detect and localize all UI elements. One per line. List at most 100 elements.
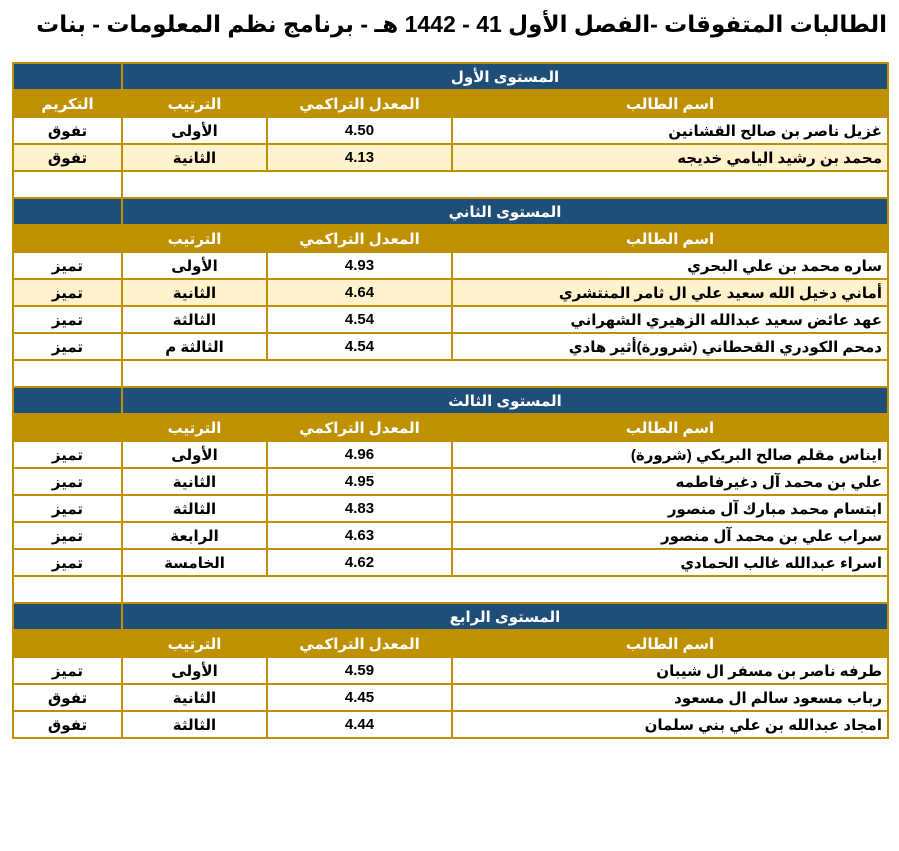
column-header-rank: الترتيب xyxy=(121,224,268,253)
student-gpa: 4.13 xyxy=(266,143,453,172)
column-header-name: اسم الطالب xyxy=(451,629,889,658)
student-name: طرفه ناصر بن مسفر ال شيبان xyxy=(451,656,889,685)
column-header-name: اسم الطالب xyxy=(451,89,889,118)
student-name: اسراء عبدالله غالب الحمادي xyxy=(451,548,889,577)
student-honor: تفوق xyxy=(12,710,123,739)
student-row: سراب علي بن محمد آل منصور 4.63 الرابعة تميز xyxy=(12,521,889,550)
student-rank: الأولى xyxy=(121,116,268,145)
page-content: الطالبات المتفوقات -الفصل الأول 41 - 144… xyxy=(12,0,889,739)
level-header-row: المستوى الثاني xyxy=(12,197,889,226)
student-row: علي بن محمد آل دغيرفاطمه 4.95 الثانية تميز xyxy=(12,467,889,496)
student-name: أماني دخيل الله سعيد علي ال ثامر المنتشر… xyxy=(451,278,889,307)
column-header-name: اسم الطالب xyxy=(451,413,889,442)
student-gpa: 4.45 xyxy=(266,683,453,712)
student-row: محمد بن رشيد اليامي خديجه 4.13 الثانية تفوق xyxy=(12,143,889,172)
student-honor: تميز xyxy=(12,332,123,361)
column-header-row: اسم الطالب المعدل التراكمي الترتيب xyxy=(12,629,889,658)
column-header-gpa: المعدل التراكمي xyxy=(266,413,453,442)
level-header-empty xyxy=(12,602,123,631)
column-header-honor xyxy=(12,629,123,658)
spacer-cell xyxy=(12,170,123,199)
student-rank: الأولى xyxy=(121,440,268,469)
spacer-cell xyxy=(121,170,889,199)
student-rank: الثانية xyxy=(121,683,268,712)
spacer-cell xyxy=(121,359,889,388)
student-name: دمحم الكودري القحطاني (شرورة)أثير هادي xyxy=(451,332,889,361)
student-honor: تميز xyxy=(12,305,123,334)
student-honor: تميز xyxy=(12,467,123,496)
spacer-cell xyxy=(12,575,123,604)
level-header-empty xyxy=(12,197,123,226)
column-header-name: اسم الطالب xyxy=(451,224,889,253)
student-gpa: 4.93 xyxy=(266,251,453,280)
student-name: غزيل ناصر بن صالح القشانين xyxy=(451,116,889,145)
student-gpa: 4.63 xyxy=(266,521,453,550)
student-honor: تفوق xyxy=(12,683,123,712)
student-rank: الثالثة xyxy=(121,494,268,523)
student-rank: الثانية xyxy=(121,467,268,496)
student-rank: الأولى xyxy=(121,251,268,280)
column-header-honor: التكريم xyxy=(12,89,123,118)
student-honor: تميز xyxy=(12,440,123,469)
student-gpa: 4.54 xyxy=(266,305,453,334)
student-row: اسراء عبدالله غالب الحمادي 4.62 الخامسة تمي… xyxy=(12,548,889,577)
student-row: امجاد عبدالله بن علي بني سلمان 4.44 الثالث… xyxy=(12,710,889,739)
student-rank: الرابعة xyxy=(121,521,268,550)
level-header-row: المستوى الثالث xyxy=(12,386,889,415)
student-gpa: 4.62 xyxy=(266,548,453,577)
level-header-empty xyxy=(12,386,123,415)
student-honor: تميز xyxy=(12,521,123,550)
student-rank: الأولى xyxy=(121,656,268,685)
level-title: المستوى الرابع xyxy=(121,602,889,631)
student-gpa: 4.83 xyxy=(266,494,453,523)
student-row: ايناس مقلم صالح البريكي (شرورة) 4.96 الأول… xyxy=(12,440,889,469)
student-rank: الثالثة م xyxy=(121,332,268,361)
student-row: ساره محمد بن علي البحري 4.93 الأولى تميز xyxy=(12,251,889,280)
spacer-row xyxy=(12,575,889,604)
student-honor: تفوق xyxy=(12,116,123,145)
level-header-empty xyxy=(12,62,123,91)
student-name: ابتسام محمد مبارك آل منصور xyxy=(451,494,889,523)
column-header-honor xyxy=(12,224,123,253)
student-gpa: 4.50 xyxy=(266,116,453,145)
level-header-row: المستوى الرابع xyxy=(12,602,889,631)
student-gpa: 4.95 xyxy=(266,467,453,496)
student-name: امجاد عبدالله بن علي بني سلمان xyxy=(451,710,889,739)
student-rank: الثانية xyxy=(121,143,268,172)
student-rank: الخامسة xyxy=(121,548,268,577)
student-rank: الثالثة xyxy=(121,710,268,739)
honor-roll-table: المستوى الأول اسم الطالب المعدل التراكمي ال… xyxy=(12,62,889,739)
level-header-row: المستوى الأول xyxy=(12,62,889,91)
student-honor: تميز xyxy=(12,656,123,685)
student-gpa: 4.96 xyxy=(266,440,453,469)
column-header-gpa: المعدل التراكمي xyxy=(266,224,453,253)
column-header-rank: الترتيب xyxy=(121,629,268,658)
student-row: غزيل ناصر بن صالح القشانين 4.50 الأولى تفوق xyxy=(12,116,889,145)
student-gpa: 4.44 xyxy=(266,710,453,739)
spacer-cell xyxy=(12,359,123,388)
level-title: المستوى الثاني xyxy=(121,197,889,226)
student-gpa: 4.64 xyxy=(266,278,453,307)
student-name: ساره محمد بن علي البحري xyxy=(451,251,889,280)
column-header-row: اسم الطالب المعدل التراكمي الترتيب xyxy=(12,413,889,442)
level-title: المستوى الثالث xyxy=(121,386,889,415)
page-title: الطالبات المتفوقات -الفصل الأول 41 - 144… xyxy=(36,11,887,37)
spacer-cell xyxy=(121,575,889,604)
student-honor: تميز xyxy=(12,494,123,523)
column-header-honor xyxy=(12,413,123,442)
student-honor: تميز xyxy=(12,251,123,280)
student-name: محمد بن رشيد اليامي خديجه xyxy=(451,143,889,172)
student-name: ايناس مقلم صالح البريكي (شرورة) xyxy=(451,440,889,469)
student-row: عهد عائض سعيد عبدالله الزهيري الشهراني 4.… xyxy=(12,305,889,334)
student-rank: الثانية xyxy=(121,278,268,307)
student-gpa: 4.54 xyxy=(266,332,453,361)
student-name: سراب علي بن محمد آل منصور xyxy=(451,521,889,550)
student-honor: تميز xyxy=(12,278,123,307)
student-row: رباب مسعود سالم ال مسعود 4.45 الثانية تفوق xyxy=(12,683,889,712)
student-row: أماني دخيل الله سعيد علي ال ثامر المنتشر… xyxy=(12,278,889,307)
column-header-rank: الترتيب xyxy=(121,89,268,118)
column-header-row: اسم الطالب المعدل التراكمي الترتيب xyxy=(12,224,889,253)
column-header-row: اسم الطالب المعدل التراكمي الترتيب التكريم xyxy=(12,89,889,118)
student-gpa: 4.59 xyxy=(266,656,453,685)
spacer-row xyxy=(12,170,889,199)
